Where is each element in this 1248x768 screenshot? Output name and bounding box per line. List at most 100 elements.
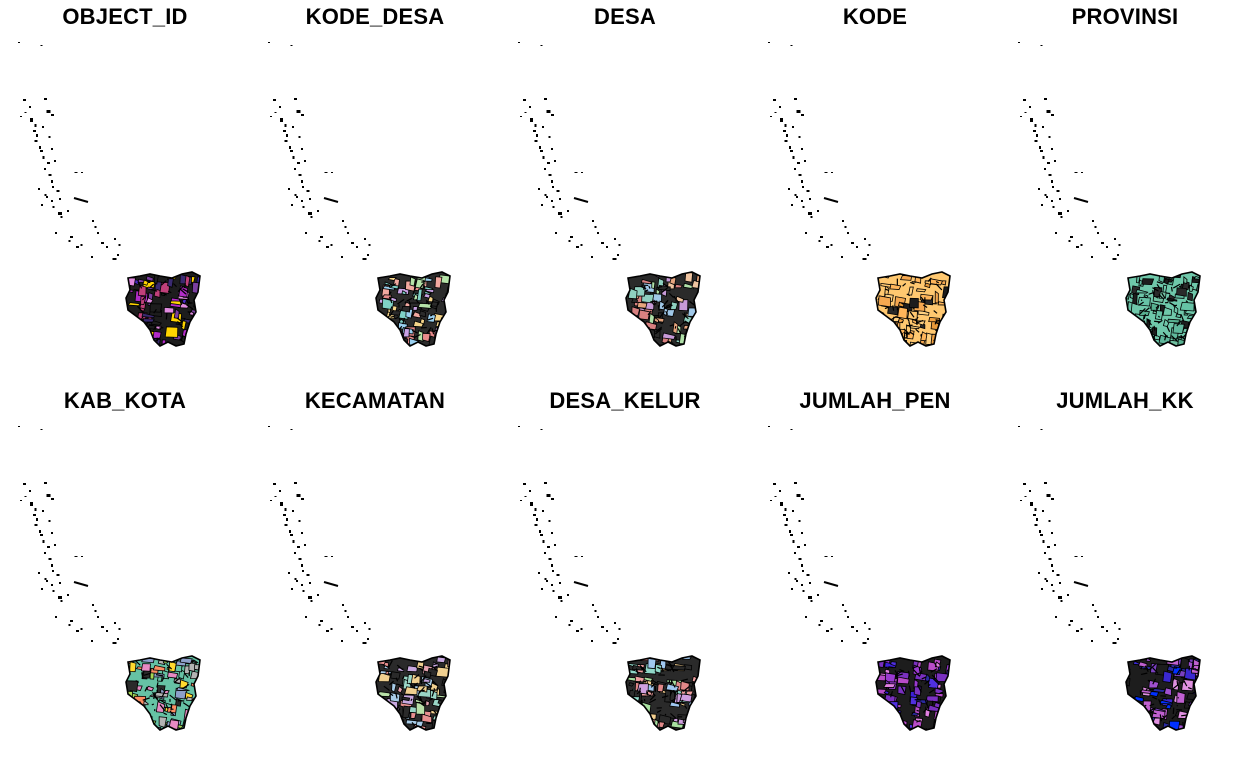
island-polygon: [568, 624, 571, 626]
district-polygon: [426, 313, 437, 323]
district-polygon: [432, 715, 447, 722]
district-polygon: [1199, 725, 1200, 730]
district-polygon: [435, 320, 449, 328]
island-polygon: [283, 514, 286, 516]
district-polygon: [137, 284, 147, 297]
island-polygon: [573, 197, 589, 203]
district-polygon: [1132, 348, 1143, 359]
island-polygon: [59, 198, 61, 200]
district-polygon: [920, 331, 928, 342]
island-polygon: [1023, 483, 1026, 485]
district-polygon: [1146, 731, 1159, 740]
district-polygon: [400, 729, 411, 730]
island-polygon: [114, 622, 116, 624]
district-polygon: [691, 323, 700, 331]
island-polygon: [1052, 206, 1055, 208]
district-polygon: [169, 300, 183, 306]
map-svg: [768, 42, 951, 347]
island-polygon: [560, 600, 563, 602]
district-polygon: [883, 683, 897, 688]
island-polygon: [301, 180, 303, 183]
island-polygon: [356, 246, 358, 248]
island-polygon: [1056, 574, 1060, 576]
district-polygon: [142, 348, 153, 355]
district-polygon: [133, 347, 138, 359]
island-polygon: [864, 622, 866, 624]
district-polygon: [1187, 291, 1193, 302]
island-polygon: [1040, 429, 1043, 430]
district-polygon: [928, 316, 940, 323]
island-polygon: [542, 510, 544, 512]
island-polygon: [270, 500, 272, 501]
district-polygon: [876, 727, 885, 730]
district-polygon: [697, 319, 700, 331]
district-polygon: [1194, 712, 1200, 719]
district-polygon: [927, 343, 933, 346]
island-polygon: [46, 110, 51, 113]
island-polygon: [548, 174, 552, 176]
map-panel-kab-kota: KAB_KOTA: [0, 384, 250, 768]
district-polygon: [133, 343, 144, 346]
district-polygon: [909, 696, 918, 706]
island-polygon: [330, 244, 333, 246]
district-polygon: [1126, 320, 1133, 330]
district-polygon: [143, 726, 152, 730]
island-polygon: [768, 426, 770, 427]
island-polygon: [56, 190, 60, 192]
island-polygon: [786, 518, 788, 521]
district-polygon: [626, 334, 636, 344]
district-polygon: [419, 310, 426, 318]
panel-title: JUMLAH_KK: [1056, 388, 1194, 413]
island-polygon: [48, 174, 52, 176]
island-polygon: [34, 524, 38, 526]
island-polygon: [1097, 616, 1099, 618]
map-svg: [768, 426, 956, 731]
map-panel-kecamatan: KECAMATAN: [250, 384, 500, 768]
district-polygon: [412, 731, 416, 741]
island-polygon: [34, 140, 38, 142]
island-polygon: [809, 582, 811, 584]
island-polygon: [601, 242, 604, 244]
island-polygon: [856, 246, 858, 248]
island-polygon: [51, 532, 53, 534]
island-polygon: [1044, 98, 1047, 100]
island-polygon: [296, 580, 298, 582]
district-polygon: [1155, 732, 1165, 736]
island-polygon: [540, 150, 543, 152]
island-polygon: [297, 546, 300, 548]
island-polygon: [1112, 642, 1117, 644]
island-polygon: [1041, 204, 1043, 206]
island-polygon: [286, 518, 288, 521]
district-polygon: [163, 306, 175, 314]
district-polygon: [1181, 327, 1197, 334]
island-polygon: [51, 148, 53, 150]
mainland-regions: [126, 656, 200, 730]
island-polygon: [823, 197, 839, 203]
district-polygon: [652, 345, 667, 346]
district-polygon: [952, 692, 956, 703]
island-polygon: [1080, 628, 1083, 630]
island-polygon: [790, 45, 793, 46]
district-polygon: [1163, 278, 1170, 285]
map-panel-desa-kelur: DESA_KELUR: [500, 384, 750, 768]
island-polygon: [794, 578, 797, 580]
district-polygon: [439, 710, 445, 722]
island-polygon: [279, 106, 281, 108]
island-polygon: [841, 640, 843, 642]
island-polygon: [30, 502, 33, 506]
district-polygon: [644, 330, 651, 338]
district-polygon: [382, 343, 393, 346]
island-polygon: [51, 584, 53, 586]
district-polygon: [1197, 311, 1200, 324]
island-polygon: [342, 604, 344, 606]
district-polygon: [167, 671, 179, 679]
district-polygon: [626, 318, 636, 327]
island-polygon: [76, 246, 79, 248]
island-polygon: [539, 146, 541, 149]
island-polygon: [867, 638, 869, 640]
island-polygon: [1081, 172, 1083, 173]
island-polygon: [1040, 150, 1043, 152]
island-polygon: [559, 582, 561, 584]
island-polygon: [559, 198, 561, 200]
island-polygon: [34, 124, 37, 127]
